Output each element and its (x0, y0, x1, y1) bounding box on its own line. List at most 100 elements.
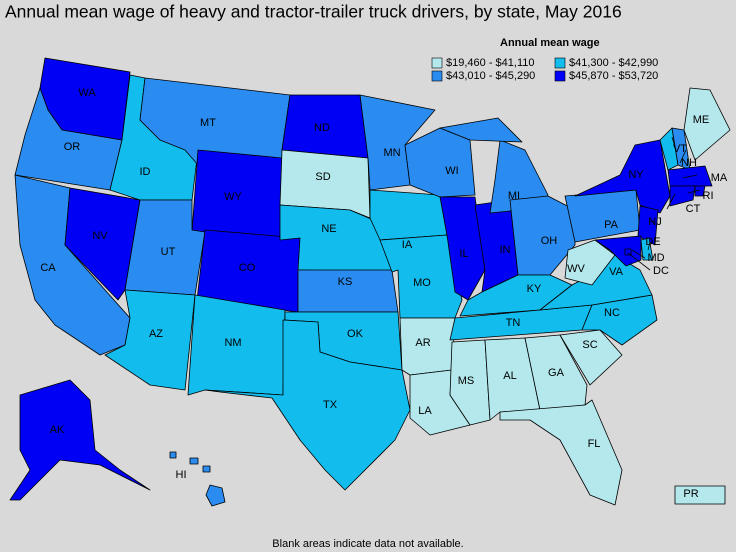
state-region (624, 248, 632, 256)
state-region (694, 185, 706, 197)
footnote: Blank areas indicate data not available. (272, 538, 463, 550)
state-label: ID (140, 166, 151, 178)
map-title: Annual mean wage of heavy and tractor-tr… (5, 2, 622, 22)
legend-label: $43,010 - $45,290 (446, 70, 535, 82)
state-label: SD (315, 171, 330, 183)
state-label: AZ (149, 328, 163, 340)
state-label: SC (582, 339, 597, 351)
leader-line (666, 193, 676, 210)
state-region (449, 339, 491, 426)
state-label: DC (653, 265, 669, 277)
state-region (559, 329, 623, 386)
state-region (204, 319, 411, 491)
state-label: NE (321, 223, 336, 235)
state-label: OR (64, 141, 81, 153)
state-label: TN (506, 317, 521, 329)
leader-line (649, 220, 655, 223)
state-label: MT (200, 117, 216, 129)
leader-line (682, 174, 698, 179)
state-label: PR (683, 488, 698, 500)
state-label: AR (415, 337, 430, 349)
state-region (104, 289, 196, 391)
state-label: HI (176, 469, 187, 481)
state-label: UT (161, 246, 176, 258)
legend-label: $41,300 - $42,990 (569, 57, 658, 69)
leader-line (679, 149, 687, 164)
state-label: NM (224, 337, 241, 349)
state-label: DE (645, 236, 660, 248)
leader-line (627, 252, 651, 271)
state-region (205, 484, 226, 507)
state-region (189, 457, 199, 465)
state-label: OH (541, 235, 558, 247)
state-region (459, 274, 573, 317)
state-label: ME (693, 114, 710, 126)
state-region (594, 235, 642, 267)
legend-swatch (431, 57, 443, 69)
state-label: NC (604, 307, 620, 319)
state-label: NY (628, 169, 644, 181)
leader-line (687, 189, 701, 194)
leader-line (671, 136, 677, 151)
state-label: ND (314, 122, 330, 134)
state-region (667, 165, 713, 187)
state-region (669, 185, 696, 207)
state-region (674, 485, 726, 505)
state-label: KY (527, 283, 542, 295)
state-label: MS (458, 375, 475, 387)
leader-lines (627, 136, 701, 271)
state-label: LA (418, 405, 432, 417)
legend-label: $45,870 - $53,720 (569, 70, 658, 82)
state-label: CA (40, 262, 56, 274)
state-region (683, 87, 731, 161)
state-region (564, 239, 616, 286)
state-label: IA (402, 239, 413, 251)
state-label: WI (445, 165, 458, 177)
state-label: WV (567, 263, 585, 275)
state-label: CT (686, 203, 701, 215)
state-region (524, 334, 588, 411)
state-label: NH (681, 157, 697, 169)
state-label: IN (500, 244, 511, 256)
state-label: NV (92, 230, 108, 242)
state-label: MN (383, 147, 400, 159)
states: WA OR CA NV ID MT WY UT CO AZ NM ND SD NE KS OK TX MN IA MO… (9, 57, 731, 507)
state-label: IL (459, 248, 468, 260)
leader-line (631, 249, 646, 259)
legend-swatch (431, 70, 443, 82)
state-label: MD (647, 252, 664, 264)
state-region (64, 187, 141, 301)
state-label: KS (338, 276, 353, 288)
state-region (202, 465, 211, 473)
state-region (439, 117, 523, 143)
state-label: AL (503, 370, 516, 382)
state-label: TX (323, 399, 338, 411)
state-label: AK (50, 424, 65, 436)
state-label: MO (413, 277, 431, 289)
state-region (169, 451, 177, 459)
state-label: FL (588, 438, 601, 450)
leader-line (647, 241, 651, 251)
legend: $19,460 - $41,110 $41,300 - $42,990 $43,01… (431, 57, 658, 82)
state-label: GA (548, 367, 565, 379)
state-label: VA (609, 266, 624, 278)
legend-swatch (554, 70, 566, 82)
state-label: MA (711, 172, 728, 184)
state-label: NJ (648, 216, 661, 228)
state-label: WY (224, 191, 242, 203)
legend-label: $19,460 - $41,110 (446, 57, 534, 69)
state-region (369, 189, 448, 241)
legend-swatch (554, 57, 566, 69)
legend-title: Annual mean wage (500, 37, 600, 49)
state-label: CO (239, 262, 256, 274)
state-label: RI (703, 190, 714, 202)
state-region (499, 399, 623, 506)
state-label: WA (78, 87, 96, 99)
state-label: VT (673, 143, 687, 155)
state-region (9, 379, 151, 501)
state-label: OK (347, 328, 364, 340)
state-label: MI (508, 190, 520, 202)
state-region (637, 205, 659, 246)
state-label: PA (604, 219, 619, 231)
